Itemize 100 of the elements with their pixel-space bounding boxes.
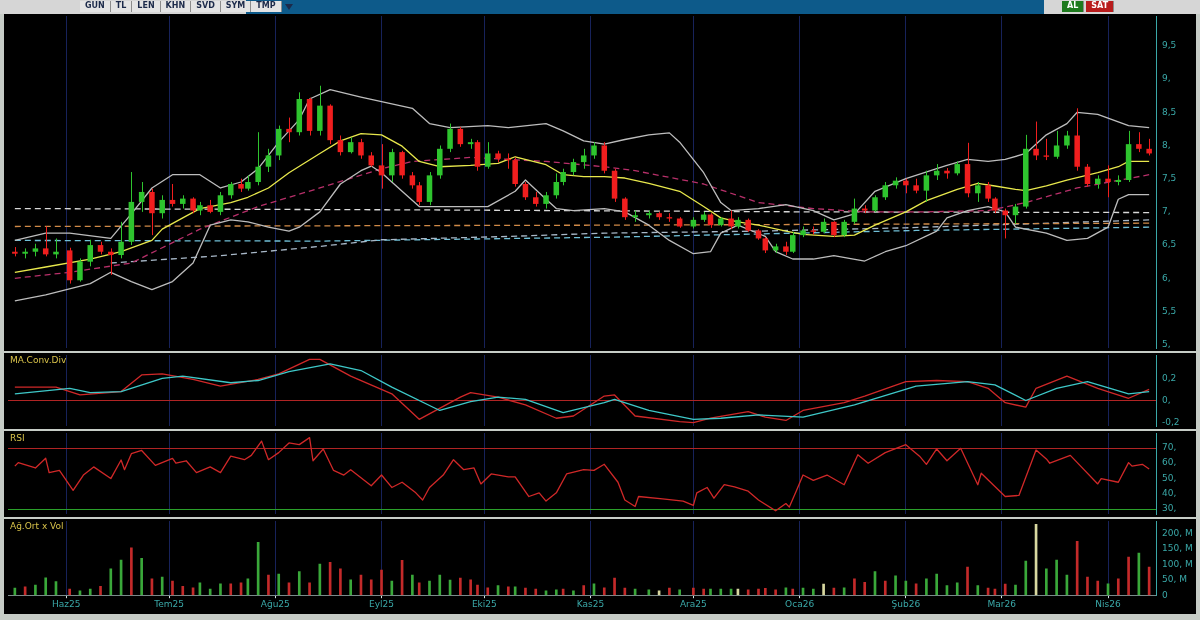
bar bbox=[208, 588, 212, 596]
bar bbox=[277, 573, 281, 596]
text: LEN bbox=[132, 1, 161, 12]
bar bbox=[428, 580, 431, 596]
y-tick-label: 9,5 bbox=[1162, 40, 1177, 51]
chart-title: RSI bbox=[10, 433, 25, 443]
candlestick bbox=[416, 181, 422, 206]
bar bbox=[1086, 576, 1089, 596]
candlestick bbox=[108, 247, 114, 276]
bar bbox=[160, 576, 164, 596]
bar bbox=[339, 568, 342, 596]
bar bbox=[88, 588, 92, 596]
x-tick-label: Tem25 bbox=[153, 598, 184, 609]
candlestick bbox=[159, 194, 165, 220]
y-tick-label: 9, bbox=[1162, 73, 1171, 84]
candlestick bbox=[1136, 131, 1142, 153]
bar bbox=[438, 574, 442, 596]
bar bbox=[140, 558, 143, 596]
bar bbox=[99, 585, 102, 596]
y-tick-label: 100, M bbox=[1162, 558, 1193, 569]
bar bbox=[267, 574, 270, 596]
candlestick bbox=[512, 156, 518, 188]
candlestick bbox=[77, 257, 83, 283]
bar bbox=[513, 586, 517, 596]
x-tick-label: Ağu25 bbox=[260, 598, 290, 609]
bar bbox=[171, 580, 174, 596]
candlestick bbox=[923, 170, 930, 203]
y-tick-label: 5,5 bbox=[1162, 305, 1177, 316]
candlestick bbox=[399, 150, 405, 180]
text: AL bbox=[1062, 1, 1085, 12]
bar bbox=[486, 587, 490, 596]
bar bbox=[68, 588, 72, 596]
line-series bbox=[110, 219, 1150, 264]
bar bbox=[369, 579, 373, 596]
bar bbox=[894, 575, 897, 596]
text: TL bbox=[110, 1, 133, 12]
bar bbox=[709, 588, 712, 596]
bar bbox=[1055, 559, 1058, 596]
chart-title: Ağ.Ort x Vol bbox=[10, 521, 64, 531]
bar bbox=[554, 589, 558, 596]
y-tick-label: 30, bbox=[1162, 503, 1177, 514]
bar bbox=[668, 587, 671, 596]
text: SYM bbox=[220, 1, 252, 12]
bar bbox=[935, 573, 939, 596]
bar bbox=[1096, 580, 1100, 596]
y-tick-label: 0, bbox=[1162, 394, 1171, 405]
bar bbox=[181, 585, 185, 596]
bar bbox=[390, 580, 394, 596]
bar bbox=[1024, 560, 1028, 596]
bar bbox=[506, 586, 510, 596]
candlestick bbox=[358, 138, 364, 160]
candlestick bbox=[975, 181, 981, 203]
y-tick-label: 0,2 bbox=[1162, 372, 1177, 383]
bar bbox=[647, 589, 651, 596]
y-tick-label: 40, bbox=[1162, 487, 1177, 498]
bar bbox=[572, 590, 575, 596]
x-tick-label: Oca26 bbox=[785, 598, 815, 609]
y-tick-label: 50, bbox=[1162, 472, 1177, 483]
bar bbox=[883, 580, 887, 596]
y-tick-label: 60, bbox=[1162, 457, 1177, 468]
bar bbox=[349, 579, 353, 596]
y-tick-label: 5, bbox=[1162, 339, 1171, 350]
y-tick-label: 8,5 bbox=[1162, 106, 1177, 117]
bar bbox=[1003, 583, 1007, 596]
candlestick bbox=[378, 143, 385, 190]
text: SVD bbox=[191, 1, 221, 12]
bar bbox=[1116, 578, 1120, 596]
bar bbox=[966, 566, 969, 596]
bar bbox=[602, 587, 606, 596]
candlestick bbox=[789, 231, 796, 254]
bar bbox=[476, 584, 479, 596]
bar bbox=[411, 574, 414, 596]
y-tick-label: -0,2 bbox=[1162, 417, 1180, 428]
bar bbox=[130, 547, 133, 596]
candlestick bbox=[138, 181, 145, 213]
bar bbox=[822, 583, 825, 596]
y-tick-label: 6, bbox=[1162, 272, 1171, 283]
x-tick-label: Mar26 bbox=[987, 598, 1017, 609]
y-tick-label: 0 bbox=[1162, 589, 1168, 600]
candlestick bbox=[728, 210, 734, 230]
y-tick-label: 200, M bbox=[1162, 527, 1193, 538]
x-tick-label: Ara25 bbox=[679, 598, 707, 609]
bar bbox=[692, 587, 695, 596]
bar bbox=[719, 588, 723, 596]
candlestick bbox=[485, 141, 491, 170]
x-tick-label: Haz25 bbox=[52, 598, 81, 609]
bar bbox=[417, 582, 421, 596]
candlestick bbox=[580, 148, 587, 170]
bar bbox=[811, 588, 815, 596]
x-tick-label: Kas25 bbox=[576, 598, 605, 609]
bar bbox=[746, 589, 750, 596]
y-tick-label: 7, bbox=[1162, 206, 1171, 217]
bar bbox=[764, 588, 767, 596]
candlestick bbox=[118, 221, 124, 259]
text: TMP bbox=[251, 1, 282, 12]
candlestick bbox=[1053, 130, 1060, 160]
x-tick-label: Eyl25 bbox=[369, 598, 395, 609]
candlestick bbox=[622, 196, 628, 221]
bar bbox=[791, 588, 795, 596]
bar bbox=[308, 582, 311, 596]
